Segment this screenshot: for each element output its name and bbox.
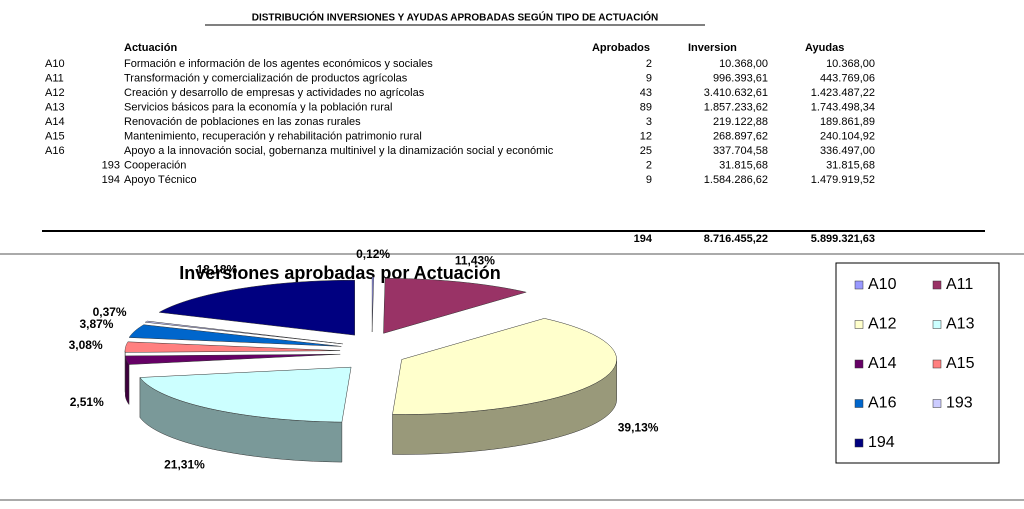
- row-inversion: 337.704,58: [713, 145, 768, 157]
- legend-label: A14: [868, 355, 897, 372]
- pie-slice: [371, 276, 374, 333]
- row-ayudas: 240.104,92: [820, 130, 875, 142]
- row-inversion: 1.857.233,62: [704, 101, 768, 113]
- data-label: 3,87%: [79, 317, 113, 331]
- row-aprobados: 3: [646, 116, 652, 128]
- row-code: A14: [45, 116, 65, 128]
- row-inversion: 31.815,68: [719, 159, 768, 171]
- row-aprobados: 89: [640, 101, 652, 113]
- row-inversion: 1.584.286,62: [704, 174, 768, 186]
- row-code: A16: [45, 145, 65, 157]
- row-code: A12: [45, 87, 65, 99]
- row-ayudas: 1.743.498,34: [811, 101, 875, 113]
- row-ayudas: 443.769,06: [820, 72, 875, 84]
- data-label: 18,18%: [196, 263, 237, 277]
- row-name: Cooperación: [124, 159, 186, 171]
- row-ayudas: 10.368,00: [826, 58, 875, 70]
- legend-swatch: [932, 280, 942, 290]
- pie-slice: [124, 341, 341, 353]
- row-ayudas: 31.815,68: [826, 159, 875, 171]
- title: DISTRIBUCIÓN INVERSIONES Y AYUDAS APROBA…: [252, 11, 659, 24]
- pie-slice: [139, 366, 352, 423]
- row-code: 193: [102, 159, 120, 171]
- total: 8.716.455,22: [704, 233, 768, 245]
- legend-label: A13: [946, 316, 975, 333]
- row-ayudas: 189.861,89: [820, 116, 875, 128]
- row-aprobados: 12: [640, 130, 652, 142]
- total: 194: [634, 233, 653, 245]
- row-inversion: 10.368,00: [719, 58, 768, 70]
- legend-label: A12: [868, 316, 897, 333]
- legend-swatch: [854, 438, 864, 448]
- legend-label: A15: [946, 355, 975, 372]
- row-inversion: 996.393,61: [713, 72, 768, 84]
- row-aprobados: 9: [646, 174, 652, 186]
- row-aprobados: 43: [640, 87, 652, 99]
- row-name: Mantenimiento, recuperación y rehabilita…: [124, 130, 422, 142]
- legend-swatch: [854, 280, 864, 290]
- row-name: Transformación y comercialización de pro…: [124, 72, 408, 84]
- pie-slice: [383, 278, 527, 334]
- row-aprobados: 2: [646, 159, 652, 171]
- col-header: Actuación: [124, 42, 177, 54]
- chart-title: Inversiones aprobadas por Actuación: [179, 263, 500, 283]
- legend-swatch: [932, 399, 942, 408]
- data-label: 11,43%: [455, 254, 495, 268]
- pie-slice: [128, 324, 342, 347]
- pie-slice: [125, 353, 341, 365]
- row-name: Formación e información de los agentes e…: [124, 58, 433, 70]
- pie-slice: [144, 320, 343, 345]
- data-label: 2,51%: [70, 395, 104, 409]
- data-label: 0,37%: [93, 305, 127, 319]
- row-name: Servicios básicos para la economía y la …: [124, 101, 392, 113]
- row-aprobados: 2: [646, 58, 652, 70]
- legend-label: A10: [868, 276, 897, 293]
- legend-swatch: [932, 320, 942, 329]
- row-code: A10: [45, 58, 65, 70]
- row-name: Renovación de poblaciones en las zonas r…: [124, 116, 361, 128]
- data-label: 0,12%: [356, 247, 390, 261]
- row-aprobados: 9: [646, 72, 652, 84]
- pie-slice: [158, 279, 355, 336]
- row-code: 194: [102, 174, 120, 186]
- col-header: Inversion: [688, 42, 737, 54]
- row-code: A15: [45, 130, 65, 142]
- legend-label: A11: [946, 276, 973, 293]
- legend-swatch: [854, 320, 864, 329]
- row-aprobados: 25: [640, 145, 652, 157]
- row-ayudas: 1.423.487,22: [811, 87, 875, 99]
- row-name: Apoyo a la innovación social, gobernanza…: [124, 145, 554, 157]
- row-inversion: 219.122,88: [713, 116, 768, 128]
- row-name: Apoyo Técnico: [124, 174, 197, 186]
- row-ayudas: 336.497,00: [820, 145, 875, 157]
- pie-slice: [392, 318, 617, 415]
- legend-label: 193: [946, 395, 973, 412]
- data-label: 3,08%: [69, 338, 103, 352]
- row-ayudas: 1.479.919,52: [811, 174, 875, 186]
- col-header: Aprobados: [592, 42, 650, 54]
- legend-label: 194: [868, 434, 895, 451]
- total: 5.899.321,63: [811, 233, 875, 245]
- legend-swatch: [854, 399, 864, 408]
- legend-swatch: [932, 359, 942, 369]
- row-name: Creación y desarrollo de empresas y acti…: [124, 87, 425, 99]
- row-code: A13: [45, 101, 65, 113]
- row-inversion: 3.410.632,61: [704, 87, 768, 99]
- legend-label: A16: [868, 395, 897, 412]
- data-label: 39,13%: [618, 421, 659, 435]
- legend-swatch: [854, 359, 864, 369]
- row-inversion: 268.897,62: [713, 130, 768, 142]
- col-header: Ayudas: [805, 42, 844, 54]
- row-code: A11: [45, 72, 64, 84]
- data-label: 21,31%: [164, 458, 205, 472]
